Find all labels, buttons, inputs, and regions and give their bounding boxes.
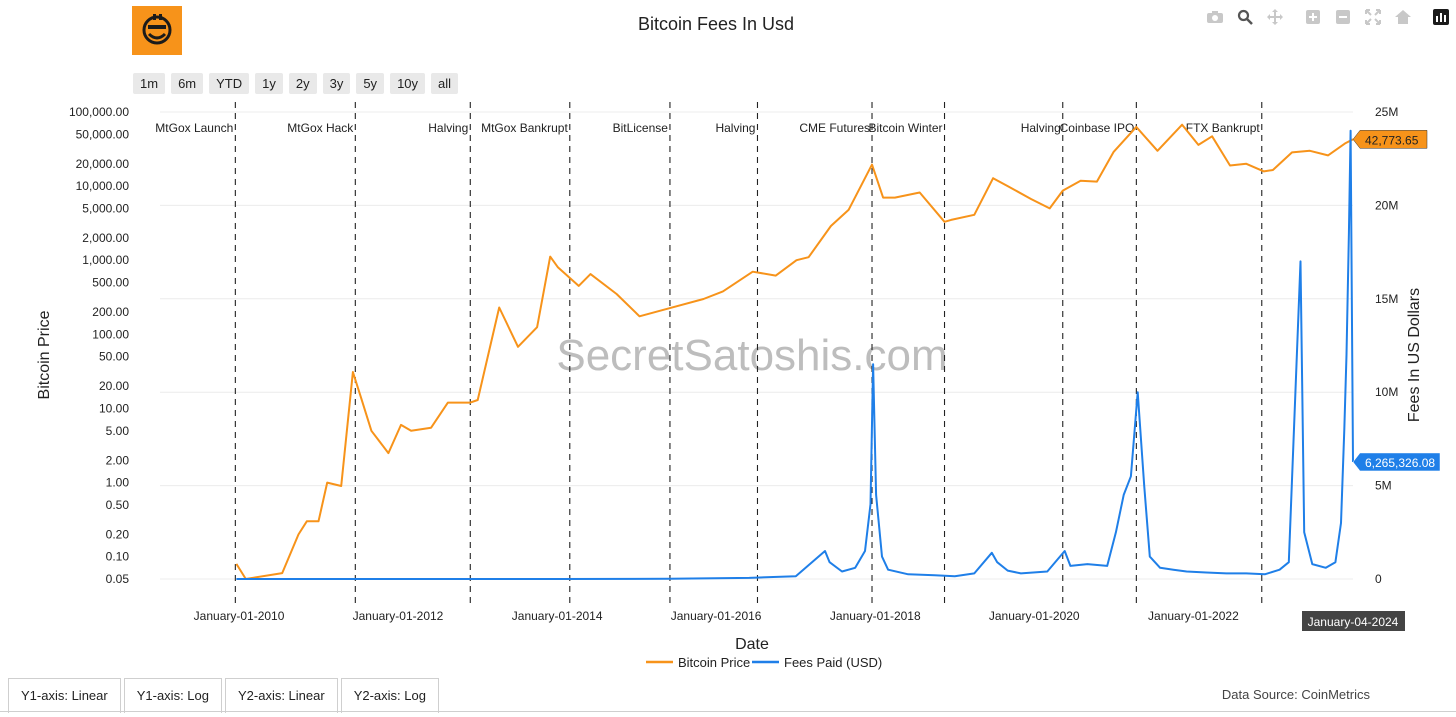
y1-tick-label: 10.00: [99, 401, 129, 415]
event-label: CME Futures: [799, 121, 870, 135]
x-tick-label: January-01-2022: [1148, 609, 1239, 623]
range-button-5y[interactable]: 5y: [356, 73, 385, 94]
fees-line[interactable]: [236, 129, 1354, 580]
y1-tick-label: 10,000.00: [76, 179, 130, 193]
legend-label-price[interactable]: Bitcoin Price: [678, 655, 750, 670]
y1-tick-label: 100.00: [92, 327, 129, 341]
hover-box-price: [1352, 130, 1428, 149]
hover-label-fees: 6,265,326.08: [1365, 456, 1435, 470]
chart-title: Bitcoin Fees In Usd: [637, 14, 795, 34]
modebar: [1204, 8, 1456, 26]
pan-icon[interactable]: [1264, 8, 1286, 26]
watermark: SecretSatoshis.com: [556, 331, 947, 380]
hover-label-price: 42,773.65: [1365, 133, 1419, 147]
y1-tick-label: 200.00: [92, 305, 129, 319]
range-button-2y[interactable]: 2y: [288, 73, 317, 94]
event-label: FTX Bankrupt: [1186, 121, 1261, 135]
y1-tick-label: 50.00: [99, 350, 129, 364]
y1-tick-label: 0.10: [106, 550, 130, 564]
range-button-1m[interactable]: 1m: [133, 73, 166, 94]
tab-y1-linear[interactable]: Y1-axis: Linear: [8, 678, 121, 713]
y2-axis-title: Fees In US Dollars: [1406, 288, 1423, 422]
y1-tick-label: 2,000.00: [82, 231, 129, 245]
x-tick-label: January-01-2014: [512, 609, 603, 623]
y2-tick-label: 15M: [1375, 292, 1398, 306]
home-icon[interactable]: [1392, 8, 1414, 26]
legend-label-fees[interactable]: Fees Paid (USD): [784, 655, 882, 670]
hover-label-date: January-04-2024: [1308, 615, 1399, 629]
legend: Bitcoin Price Fees Paid (USD): [646, 655, 882, 670]
event-label: Coinbase IPO: [1060, 121, 1135, 135]
y2-tick-label: 10M: [1375, 385, 1398, 399]
zoom-out-icon[interactable]: [1332, 8, 1354, 26]
y1-tick-label: 20,000.00: [76, 157, 130, 171]
tab-y2-linear[interactable]: Y2-axis: Linear: [224, 678, 338, 713]
camera-icon[interactable]: [1204, 8, 1226, 26]
range-selector: 1m 6m YTD 1y 2y 3y 5y 10y all: [133, 73, 464, 94]
y1-tick-label: 1.00: [106, 476, 130, 490]
y2-tick-label: 25M: [1375, 105, 1398, 119]
y1-tick-label: 2.00: [106, 453, 130, 467]
y-axis-title: Bitcoin Price: [36, 310, 53, 399]
tab-y1-log[interactable]: Y1-axis: Log: [123, 678, 222, 713]
logo: [132, 6, 182, 55]
range-button-10y[interactable]: 10y: [390, 73, 426, 94]
y2-tick-label: 0: [1375, 572, 1382, 586]
chart-plot[interactable]: SecretSatoshis.com MtGox Launch MtGox Hac…: [0, 0, 1456, 677]
event-label: Bitcoin Winter: [868, 121, 942, 135]
event-label: Halving: [715, 121, 755, 135]
bar-chart-icon[interactable]: [1430, 8, 1452, 26]
x-tick-label: January-01-2010: [194, 609, 285, 623]
y1-tick-label: 0.20: [106, 527, 130, 541]
y1-tick-label: 20.00: [99, 379, 129, 393]
price-line[interactable]: [235, 123, 1354, 580]
range-button-3y[interactable]: 3y: [322, 73, 351, 94]
event-label: Halving: [428, 121, 468, 135]
axis-scale-tabs: Y1-axis: Linear Y1-axis: Log Y2-axis: Li…: [8, 678, 442, 713]
hover-box-date: [1302, 611, 1405, 631]
zoom-icon[interactable]: [1234, 8, 1256, 26]
y1-tick-label: 0.50: [106, 498, 130, 512]
range-button-ytd[interactable]: YTD: [209, 73, 250, 94]
y1-tick-label: 5,000.00: [82, 201, 129, 215]
range-button-6m[interactable]: 6m: [171, 73, 204, 94]
y1-tick-label: 1,000.00: [82, 253, 129, 267]
event-label: MtGox Hack: [287, 121, 354, 135]
range-button-1y[interactable]: 1y: [255, 73, 283, 94]
hover-box-fees: [1352, 452, 1441, 472]
tab-y2-log[interactable]: Y2-axis: Log: [340, 678, 439, 713]
event-label: MtGox Bankrupt: [481, 121, 568, 135]
x-tick-label: January-01-2012: [353, 609, 444, 623]
bitcoin-smile-icon: [142, 14, 172, 45]
x-tick-label: January-01-2016: [671, 609, 762, 623]
x-tick-label: January-01-2018: [830, 609, 921, 623]
event-label: BitLicense: [613, 121, 669, 135]
y1-tick-label: 500.00: [92, 276, 129, 290]
range-button-all[interactable]: all: [431, 73, 459, 94]
y1-tick-label: 100,000.00: [69, 105, 129, 119]
x-axis-title: Date: [735, 636, 769, 653]
data-source: Data Source: CoinMetrics: [1221, 687, 1370, 702]
zoom-in-icon[interactable]: [1302, 8, 1324, 26]
y2-tick-label: 20M: [1375, 198, 1398, 212]
y1-tick-label: 50,000.00: [76, 127, 130, 141]
event-label: MtGox Launch: [155, 121, 233, 135]
event-label: Halving: [1021, 121, 1061, 135]
divider: [0, 711, 1456, 712]
y2-tick-label: 5M: [1375, 479, 1392, 493]
y1-tick-label: 0.05: [106, 572, 130, 586]
autoscale-icon[interactable]: [1362, 8, 1384, 26]
y1-tick-label: 5.00: [106, 424, 130, 438]
x-tick-label: January-01-2020: [989, 609, 1080, 623]
